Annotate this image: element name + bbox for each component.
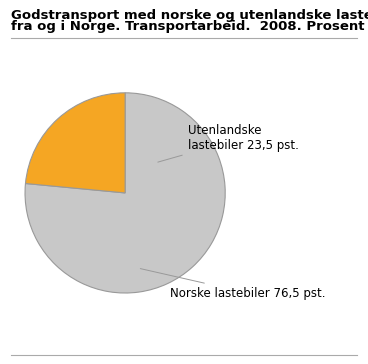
Text: Godstransport med norske og utenlandske lastebiler til,: Godstransport med norske og utenlandske … <box>11 9 368 22</box>
Text: Utenlandske
lastebiler 23,5 pst.: Utenlandske lastebiler 23,5 pst. <box>158 124 298 162</box>
Text: Norske lastebiler 76,5 pst.: Norske lastebiler 76,5 pst. <box>140 269 326 300</box>
Wedge shape <box>25 93 225 293</box>
Text: fra og i Norge. Transportarbeid.  2008. Prosent: fra og i Norge. Transportarbeid. 2008. P… <box>11 20 365 33</box>
Wedge shape <box>25 93 125 193</box>
